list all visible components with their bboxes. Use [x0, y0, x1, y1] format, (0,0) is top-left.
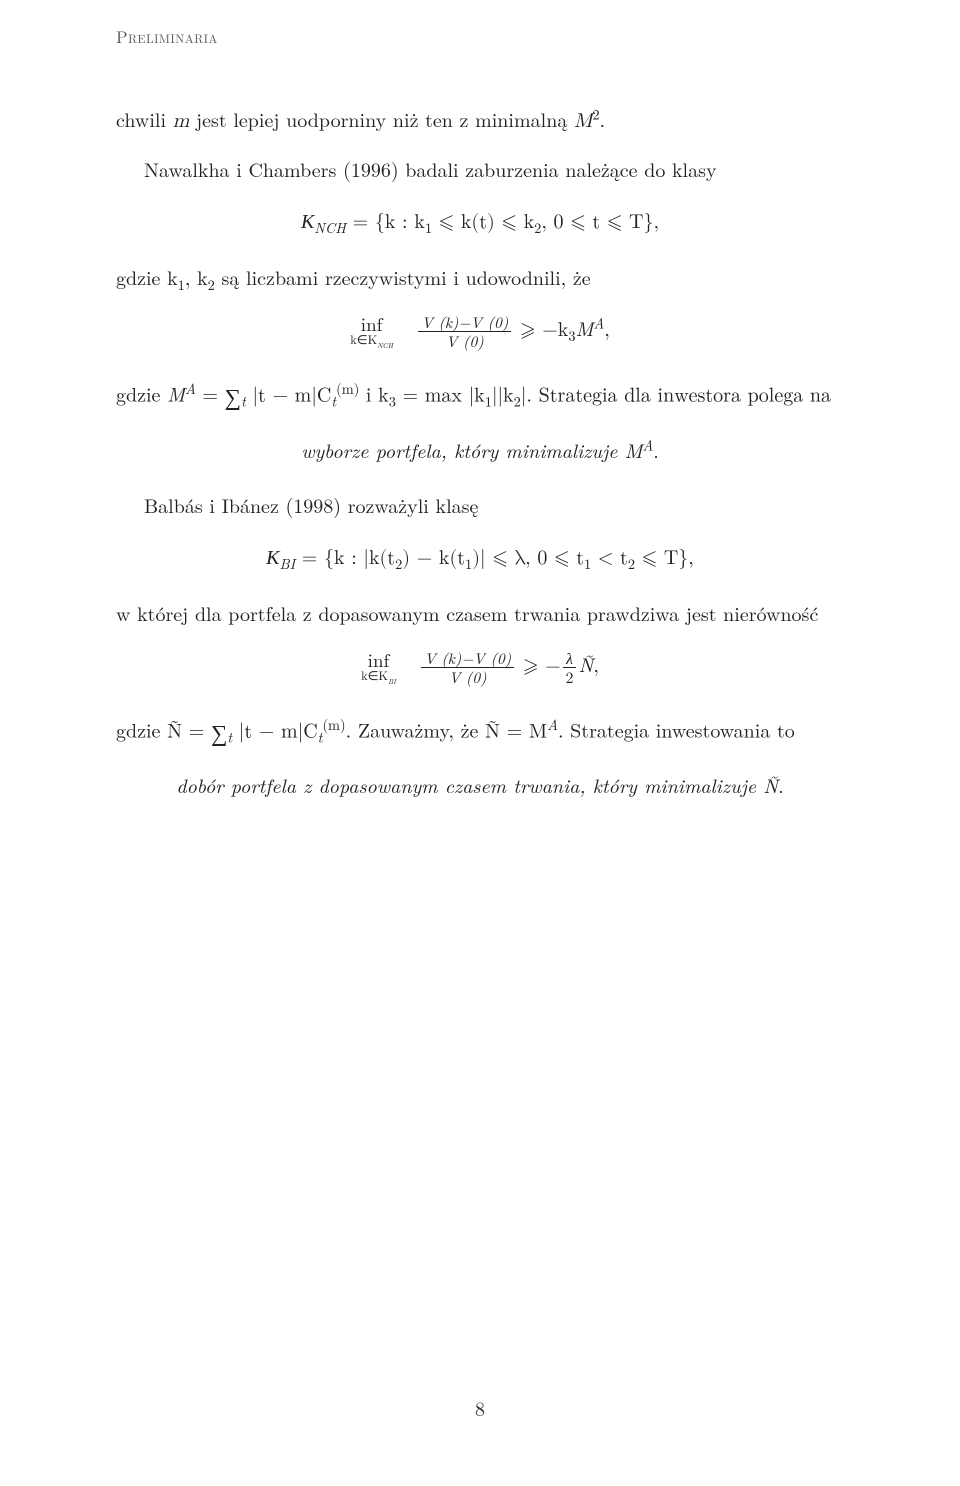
d3-a: ) − k(t — [402, 548, 465, 568]
display-4: inf k∈KBI V (k)−V (0) V (0) ⩾ − λ 2 Ñ, — [116, 642, 844, 688]
t1-a: chwili — [116, 104, 173, 133]
p3-a: gdzie k — [116, 262, 178, 291]
d4-N: Ñ — [578, 649, 593, 678]
p4-d: ||k — [492, 386, 514, 406]
para-1: chwili m jest lepiej uodporniny niż ten … — [116, 100, 844, 140]
para-2: Nawalkha i Chambers (1996) badali zaburz… — [116, 150, 844, 188]
p4-a: gdzie — [116, 379, 167, 408]
p3-c: są liczbami rzeczywistymi i udowodnili, … — [215, 262, 591, 291]
p7-sum: ∑ — [211, 710, 227, 754]
d2-inf-sub: k∈KNCH — [350, 333, 393, 350]
d1-mid: , 0 ⩽ t ⩽ T}, — [541, 212, 659, 232]
para-3: gdzie k1, k2 są liczbami rzeczywistymi i… — [116, 258, 844, 296]
d2-den: V (0) — [418, 332, 511, 349]
d4-end: , — [593, 649, 599, 678]
em2-dot: . — [778, 770, 784, 799]
d2-ge: ⩾ −k — [520, 320, 568, 340]
p7-A: A — [547, 715, 558, 735]
p4-1: 1 — [485, 392, 492, 412]
p4-c: = max |k — [396, 386, 485, 406]
display-1: KNCH = {k : k1 ⩽ k(t) ⩽ k2, 0 ⩽ t ⩽ T}, — [116, 198, 844, 244]
d4-ge: ⩾ − — [523, 656, 561, 676]
d4-den: V (0) — [421, 668, 514, 685]
para-4: gdzie MA = ∑t |t − m|Ct(m) i k3 = max |k… — [116, 374, 844, 418]
d1-le1: ⩽ k(t) ⩽ k — [432, 212, 534, 232]
d4-frac: V (k)−V (0) V (0) — [421, 650, 514, 686]
d3-2b: 2 — [628, 554, 635, 574]
t1-end: . — [600, 104, 606, 133]
p4-3: 3 — [389, 392, 396, 412]
d1-K: K — [301, 211, 314, 233]
t1-b: jest lepiej uodporniny niż ten z minimal… — [189, 104, 574, 133]
p4-Csup: (m) — [336, 379, 359, 399]
p7-Csup: (m) — [322, 715, 345, 735]
d4-inf-sub-BI: BI — [388, 677, 396, 687]
p4-eq: = — [196, 379, 225, 408]
em1-M: M — [625, 435, 643, 464]
em1-A: A — [643, 435, 654, 455]
p4-MA: M — [167, 379, 185, 408]
d3-K: K — [266, 547, 279, 569]
d4-inf-sub: k∈KBI — [361, 669, 396, 686]
em1-dot: . — [653, 435, 659, 464]
t1-exp2: 2 — [592, 104, 599, 124]
p4-sum: ∑ — [225, 374, 241, 418]
d2-frac: V (k)−V (0) V (0) — [418, 314, 511, 350]
em-1: wyborze portfela, który minimalizuje MA. — [116, 428, 844, 472]
p3-b: , k — [185, 262, 208, 291]
p7-a: gdzie Ñ = — [116, 714, 211, 743]
d4-inf-sub-a: k∈K — [361, 666, 388, 684]
d1-1: 1 — [425, 218, 432, 238]
em1-a: wyborze portfela, który minimalizuje — [301, 435, 624, 464]
p4-e: |. Strategia dla inwestora polega na — [521, 386, 831, 406]
d4-lden: 2 — [563, 668, 577, 685]
display-3: KBI = {k : |k(t2) − k(t1)| ⩽ λ, 0 ⩽ t1 <… — [116, 534, 844, 580]
t1-M: M — [574, 111, 592, 131]
para-7: gdzie Ñ = ∑t |t − m|Ct(m). Zauważmy, że … — [116, 710, 844, 754]
p4-b: i k — [359, 386, 388, 406]
page-number: 8 — [0, 1393, 960, 1422]
para-5: Balbás i Ibánez (1998) rozważyli klasę — [116, 486, 844, 524]
display-2: inf k∈KNCH V (k)−V (0) V (0) ⩾ −k3MA, — [116, 306, 844, 352]
d3-eq: = {k : |k(t — [295, 548, 395, 568]
t1-m: m — [173, 111, 190, 131]
running-head: Preliminaria — [116, 24, 844, 48]
d4-lfrac: λ 2 — [563, 650, 577, 686]
p4-2: 2 — [514, 392, 521, 412]
d2-MA: M — [576, 313, 594, 342]
d2-inf-sub-a: k∈K — [350, 330, 377, 348]
d4-inf: inf k∈KBI — [361, 650, 396, 686]
p3-2: 2 — [208, 275, 215, 295]
para-6: w której dla portfela z dopasowanym czas… — [116, 594, 844, 632]
em2-a: dobór portfela z dopasowanym czasem trwa… — [176, 770, 778, 799]
d2-A: A — [593, 313, 604, 333]
p4-body: |t − m|C — [246, 386, 331, 406]
p4-A: A — [185, 379, 196, 399]
p3-1: 1 — [178, 275, 185, 295]
d1-eq: = {k : k — [346, 212, 425, 232]
d2-inf: inf k∈KNCH — [350, 314, 393, 350]
d2-3: 3 — [568, 326, 575, 346]
p7-body: |t − m|C — [232, 721, 317, 741]
d1-NCH: NCH — [314, 218, 346, 238]
d3-BI: BI — [279, 554, 295, 574]
d3-b: )| ⩽ λ, 0 ⩽ t — [472, 548, 584, 568]
d2-inf-sub-NCH: NCH — [377, 341, 393, 351]
em-2: dobór portfela z dopasowanym czasem trwa… — [116, 763, 844, 807]
d3-end: ⩽ T}, — [635, 548, 694, 568]
d3-lt: < t — [591, 548, 628, 568]
page: Preliminaria chwili m jest lepiej uodpor… — [0, 0, 960, 1486]
p7-c: . Strategia inwestowania to — [558, 714, 795, 743]
p7-b: . Zauważmy, że Ñ = M — [346, 714, 548, 743]
d2-end: , — [604, 313, 610, 342]
